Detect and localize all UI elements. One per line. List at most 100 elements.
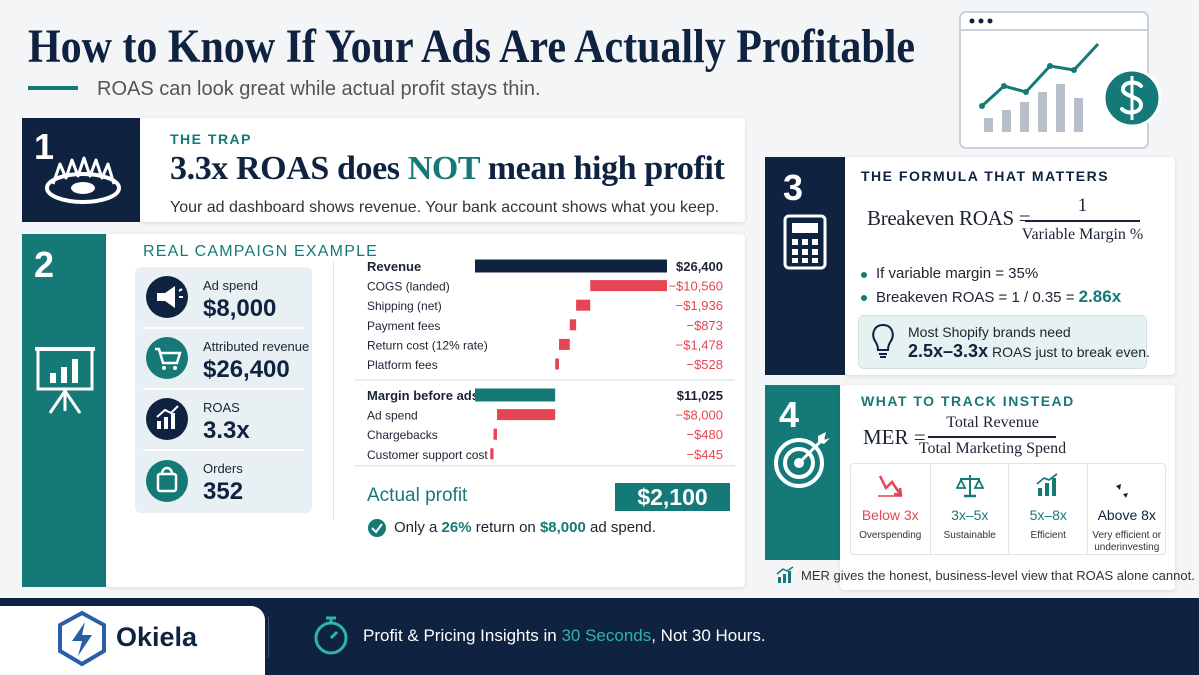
tagline-part: Profit & Pricing Insights in [363,626,557,645]
bulb-icon [872,323,894,358]
tagline-emphasis: 30 Seconds [561,626,652,645]
headline-part: 3.3x ROAS does [170,150,400,187]
metric-value: $26,400 [203,356,290,383]
track-note: MER gives the honest, business-level vie… [801,568,1195,583]
tier-icon [878,475,903,497]
waterfall-bar [555,358,560,370]
icon-shape [50,373,56,383]
icon-shape [776,566,794,575]
bullet: Breakeven ROAS = 1 / 0.35 = 2.86x [876,287,1121,307]
fraction-line [928,436,1056,438]
icon-shape [48,390,67,414]
icon-shape [160,466,174,475]
icon-shape [783,214,827,270]
waterfall-bar [559,338,570,350]
formula-numerator: Total Revenue [946,414,1039,431]
icon-shape [979,103,985,109]
icon-shape [987,18,993,24]
value-label: −$10,560 [668,279,723,294]
note-emphasis: $8,000 [539,519,586,536]
icon-shape [1071,67,1077,73]
tier-description: Efficient [1030,530,1066,541]
footer-brand-tab [0,606,265,675]
tier: 5x–8x Efficient [1008,464,1088,554]
icon-shape [329,630,339,640]
waterfall-bar [569,319,577,331]
calculator-icon [783,214,827,270]
divider [333,262,334,520]
waterfall-chart: Revenue $26,400 COGS (landed) −$10,560 Shipp… [355,259,735,467]
chart-icon [776,566,794,583]
row-label: Shipping (net) [367,299,442,313]
callout-emphasis: 2.5x–3.3x [908,341,989,361]
section-3-badge [765,157,845,375]
icon-shape [146,337,188,379]
icon-shape [155,347,182,365]
section-number: 4 [779,394,800,435]
tier-icon [955,475,984,498]
tier-range: 3x–5x [951,507,989,523]
profit-box [615,483,730,511]
tier-description: Very efficient or underinvesting [1092,530,1162,553]
tier: Below 3x Overspending [851,464,930,554]
row-label: Ad spend [367,409,418,423]
timer-icon [314,616,348,655]
icon-shape [812,258,818,263]
icon-shape [71,182,95,194]
icon-shape [872,323,894,351]
icon-shape [802,258,808,263]
section-1-panel [140,118,745,222]
section-number: 2 [34,244,55,285]
icon-shape [1038,488,1043,496]
section-number: 3 [783,167,804,208]
icon-shape [1001,83,1007,89]
section-text: Your ad dashboard shows revenue. Your ba… [170,199,720,216]
icon-shape [164,417,168,429]
callout-part: ROAS just to break even. [991,344,1150,360]
note-part: Only a [394,519,438,536]
illustration [959,11,1162,149]
profit-value: $2,100 [637,484,708,510]
fraction-line [1025,220,1140,222]
tagline: Profit & Pricing Insights in 30 Seconds,… [363,626,766,646]
tagline-part: , Not 30 Hours. [651,626,766,645]
metric-value: 352 [203,478,244,505]
metrics-card: Ad spend $8,000 Attributed revenue $26,4… [135,267,312,513]
icon-shape [969,18,975,24]
icon-shape [1038,92,1047,132]
subtitle: ROAS can look great while actual profit … [97,78,541,100]
formula-lhs: MER = [863,425,926,449]
metric-value: $8,000 [203,295,277,322]
waterfall-bar [490,448,494,460]
value-label: −$1,478 [676,337,723,352]
row-label: Revenue [367,259,421,274]
section-label: THE FORMULA THAT MATTERS [861,168,1110,184]
icon-shape [63,390,82,414]
icon-shape [45,172,121,204]
icon-shape [173,366,177,370]
icon-shape [156,405,179,418]
title-svg: How to Know If Your Ads Are Actually Pro… [28,20,915,73]
metric-label: Attributed revenue [203,339,310,354]
icon-shape [812,239,818,245]
icon-shape [812,249,818,255]
waterfall-bar [493,428,497,440]
metric-icons [143,276,304,502]
waterfall-bar [497,409,556,421]
subtitle-dash [28,86,78,90]
headline-part: mean high profit [487,150,725,187]
icon-shape [72,622,92,656]
row-label: Chargebacks [367,428,438,442]
row-label: Return cost (12% rate) [367,338,488,352]
icon-shape [157,286,175,308]
row-label: Customer support cost [367,448,488,462]
icon-shape [72,359,78,383]
icon-shape [792,239,798,245]
check-icon [368,519,386,537]
presentation-icon [35,347,95,414]
bullet-part: Breakeven ROAS = 1 / 0.35 = [876,289,1075,306]
tier-range: Below 3x [861,507,919,523]
tier-description: Overspending [859,530,922,541]
icon-shape [802,239,808,245]
